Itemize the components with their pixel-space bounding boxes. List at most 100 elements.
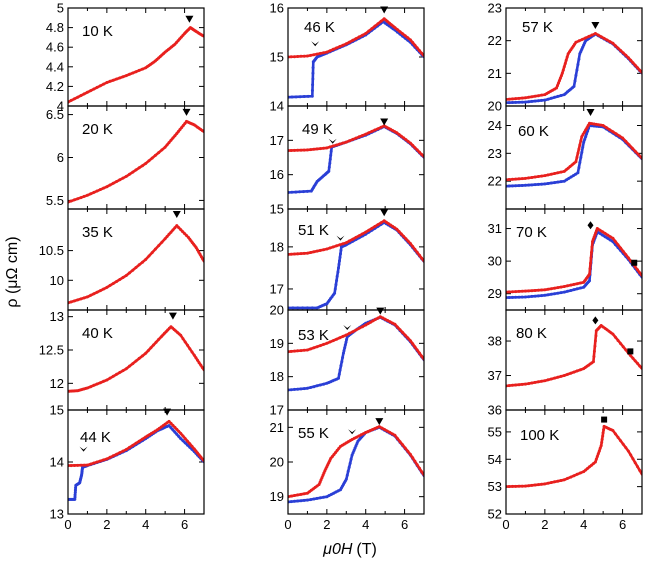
series-point-red <box>546 378 550 382</box>
series-point-red <box>128 72 131 76</box>
series-point-red <box>574 40 578 44</box>
series-point-red <box>629 58 633 62</box>
series-point-blue <box>511 101 514 104</box>
marker-triangle <box>380 209 389 217</box>
series-point-red <box>546 173 550 177</box>
series-point-red <box>309 53 313 57</box>
series-point-red <box>626 56 630 60</box>
series-point-red <box>638 364 642 368</box>
series-point-red <box>621 345 625 349</box>
y-tick-label: 20 <box>488 99 502 114</box>
series-point-red <box>150 251 154 255</box>
series-point-red <box>79 463 83 467</box>
panel-p20: 5.5 6 6.5 20 K <box>46 105 205 210</box>
temperature-label: 100 K <box>520 427 559 444</box>
y-tick-label: 15 <box>50 403 64 418</box>
series-point-red <box>520 289 524 293</box>
series-point-red <box>406 336 410 340</box>
series-point-blue <box>291 306 295 310</box>
series-point-blue <box>354 444 358 448</box>
series-point-red <box>305 54 309 58</box>
series-point-blue <box>574 74 578 77</box>
series-point-red <box>89 385 93 389</box>
series-point-red <box>572 370 576 374</box>
panel-data <box>288 17 424 99</box>
series-point-red <box>395 437 399 440</box>
y-tick-label: 5 <box>57 1 64 16</box>
panel-data <box>288 124 424 194</box>
series-point-red <box>293 252 296 256</box>
series-point-blue <box>74 486 78 490</box>
series-point-red <box>186 343 189 347</box>
series-point-red <box>102 287 106 291</box>
series-point-red <box>420 256 424 260</box>
series-point-red <box>325 341 329 345</box>
series-point-red <box>177 429 181 433</box>
series-point-red <box>331 47 335 51</box>
series-point-red <box>636 465 639 469</box>
series-point-red <box>102 82 106 86</box>
temperature-label: 57 K <box>522 19 553 36</box>
series-point-red <box>507 97 511 101</box>
series-point-red <box>188 347 192 351</box>
series-point-red <box>592 355 596 359</box>
series-point-red <box>194 246 198 250</box>
series-point-red <box>415 348 419 352</box>
series-point-red <box>549 287 553 291</box>
series-point-red <box>585 126 589 130</box>
series-point-red <box>575 369 579 373</box>
series-point-red <box>141 67 144 71</box>
series-point-red <box>373 317 377 321</box>
series-point-red <box>619 246 623 250</box>
series-point-blue <box>289 500 293 504</box>
series-point-blue <box>567 176 571 180</box>
series-point-red <box>543 379 547 383</box>
series-point-red <box>379 19 383 23</box>
y-tick-label: 4.6 <box>46 40 64 55</box>
series-point-red <box>98 459 102 463</box>
series-point-red <box>147 254 151 258</box>
series-point-blue <box>514 295 518 299</box>
series-point-blue <box>572 84 576 88</box>
series-point-red <box>383 428 386 431</box>
series-point-blue <box>322 382 326 386</box>
series-point-red <box>398 328 402 332</box>
series-point-red <box>582 470 586 474</box>
series-point-red <box>564 58 568 62</box>
series-point-red <box>626 449 630 453</box>
series-point-red <box>76 197 80 201</box>
series-point-red <box>383 317 387 321</box>
series-point-blue <box>575 287 579 291</box>
series-point-red <box>79 297 83 301</box>
series-point-red <box>633 461 637 465</box>
series-point-red <box>564 168 568 172</box>
series-point-blue <box>350 453 354 457</box>
series-point-red <box>616 243 620 247</box>
panel-frame <box>505 105 643 210</box>
y-tick-label: 4 <box>57 99 64 114</box>
series-point-red <box>317 483 321 486</box>
series-point-red <box>540 288 544 292</box>
series-point-blue <box>336 270 340 274</box>
series-point-red <box>312 250 316 254</box>
series-point-red <box>630 146 634 150</box>
series-point-red <box>371 428 374 432</box>
series-point-red <box>354 328 358 332</box>
series-point-red <box>577 147 581 151</box>
series-point-red <box>555 86 558 90</box>
series-point-red <box>338 142 342 146</box>
series-point-red <box>533 483 537 487</box>
y-tick-label: 17 <box>270 403 284 418</box>
series-point-blue <box>577 166 581 170</box>
series-point-red <box>379 125 383 129</box>
series-point-blue <box>290 95 294 99</box>
series-point-red <box>616 339 620 342</box>
series-point-red <box>566 372 569 376</box>
series-point-red <box>192 353 196 357</box>
y-tick-label: 18 <box>270 239 284 254</box>
series-point-red <box>418 49 421 53</box>
temperature-label: 49 K <box>302 121 333 138</box>
series-point-red <box>593 460 597 464</box>
series-point-red <box>562 285 566 288</box>
panel-p60: 22 23 24 60 K <box>488 105 643 210</box>
